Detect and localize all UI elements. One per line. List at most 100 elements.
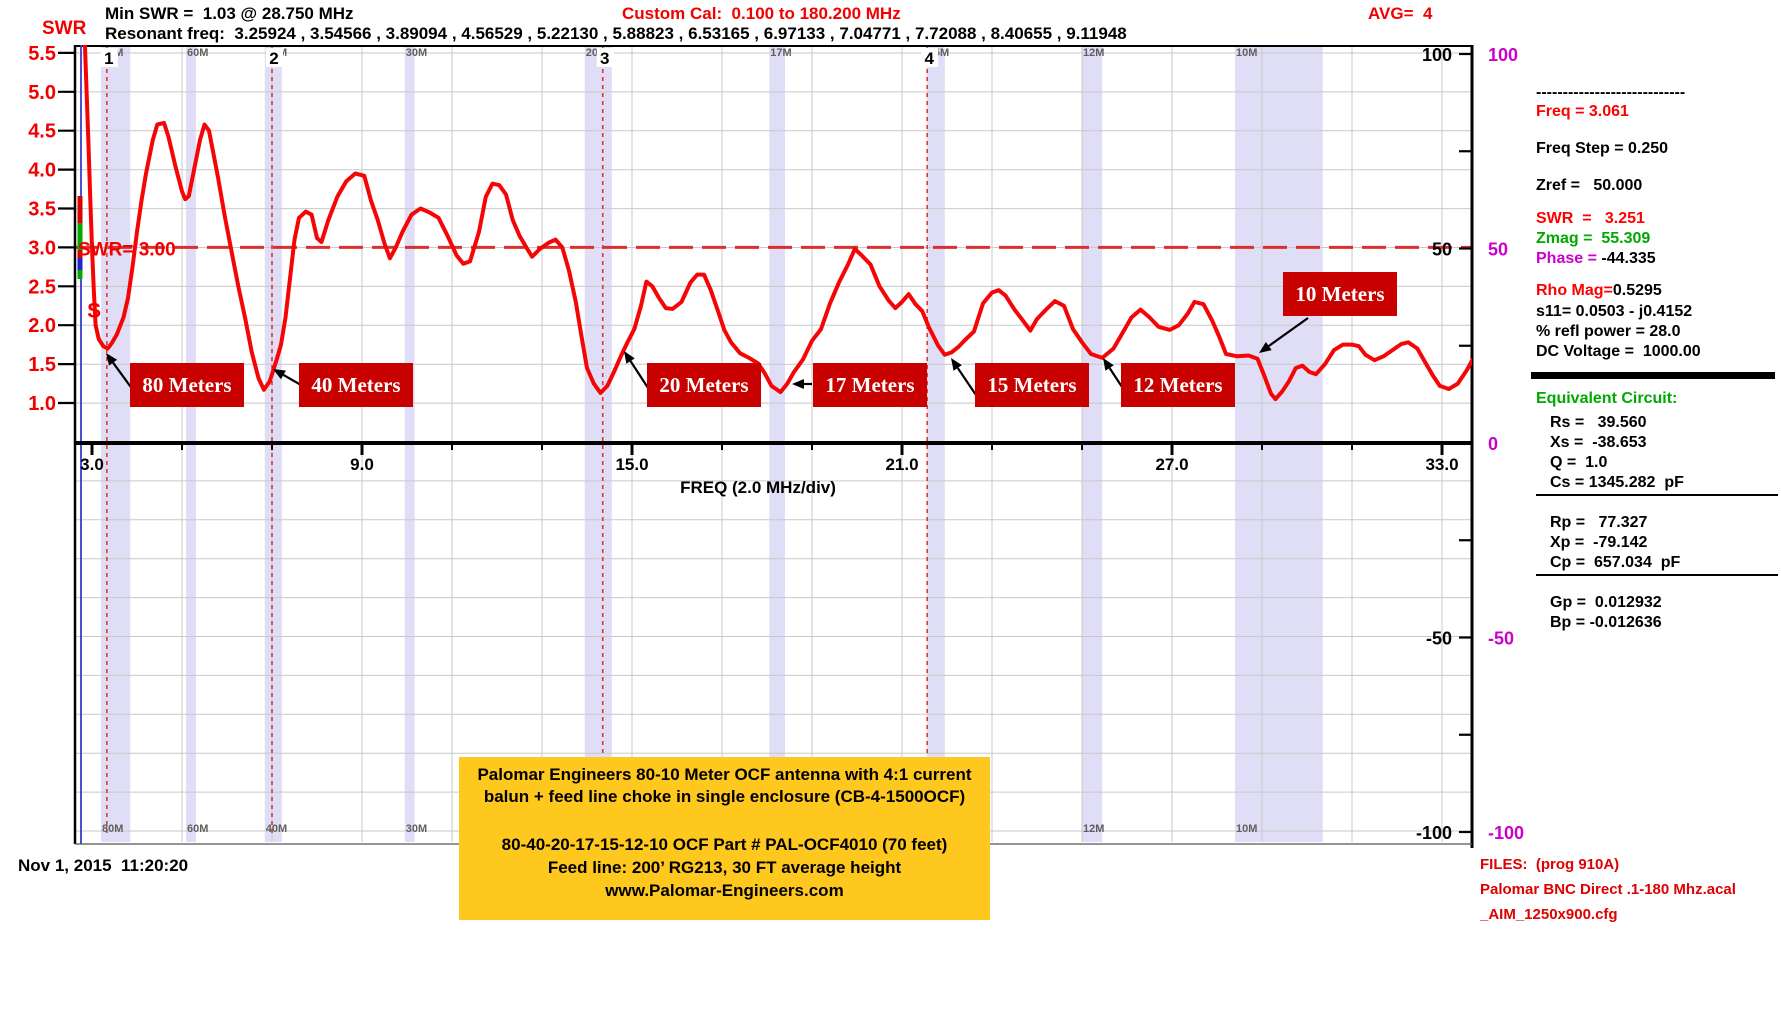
equivalent-circuit-line: Q = 1.0 [1550, 454, 1608, 471]
band-small-label-10M: 10M [1236, 823, 1257, 835]
marker-number-4: 4 [924, 49, 934, 68]
marker-number-3: 3 [600, 49, 609, 68]
band-small-label-12M: 12M [1083, 47, 1104, 59]
phase-axis-label: -100 [1488, 823, 1524, 843]
right-axis-label: 50 [1432, 240, 1452, 260]
callout-label: 80 Meters [142, 373, 231, 397]
freq-tick-label: 27.0 [1155, 455, 1188, 474]
readout-line: Freq = 3.061 [1536, 103, 1629, 120]
swr-tick-label: 1.5 [28, 354, 56, 376]
note-line-1: Palomar Engineers 80-10 Meter OCF antenn… [477, 765, 972, 784]
callout-box-40-meters [299, 363, 413, 407]
marker-number-1: 1 [104, 49, 113, 68]
axis-range-segment [77, 258, 83, 270]
callout-arrow-head [792, 379, 804, 389]
readout-line: Freq Step = 0.250 [1536, 140, 1669, 157]
right-axis-label: -100 [1416, 823, 1452, 843]
callout-arrow-head [273, 369, 286, 380]
freq-tick-label: 3.0 [80, 455, 104, 474]
band-small-label-30M: 30M [406, 823, 427, 835]
callout-arrow-head [624, 351, 635, 364]
callout-box-15-meters [975, 363, 1089, 407]
swr-tick-label: 2.0 [28, 315, 56, 337]
axis-range-segment [77, 223, 83, 250]
avg-readout: AVG= 4 [1368, 4, 1433, 23]
callout-box-80-meters [130, 363, 244, 407]
axis-range-segment [77, 196, 83, 223]
swr-tick-label: 5.5 [28, 43, 56, 65]
swr-axis-title: SWR [42, 18, 87, 39]
min-swr-readout: Min SWR = 1.03 @ 28.750 MHz [105, 4, 354, 23]
callout-label: 17 Meters [825, 373, 914, 397]
freq-tick-label: 33.0 [1425, 455, 1458, 474]
swr-tick-label: 1.0 [28, 393, 56, 415]
equivalent-circuit-title: Equivalent Circuit: [1536, 390, 1678, 407]
equivalent-circuit-line: Cp = 657.034 pF [1550, 554, 1681, 571]
note-line-4: Feed line: 200’ RG213, 30 FT average hei… [547, 858, 902, 877]
band-small-label-12M: 12M [1083, 823, 1104, 835]
marker-chip [921, 48, 939, 67]
swr-tick-label: 4.5 [28, 121, 56, 143]
right-axis-label: 100 [1422, 45, 1452, 65]
marker-chip [596, 48, 614, 67]
swr-tick-label: 3.5 [28, 199, 56, 221]
equivalent-circuit-line: Gp = 0.012932 [1550, 594, 1662, 611]
axis-range-segment [77, 270, 83, 279]
swr-tick-label: 2.5 [28, 276, 56, 298]
swr3-reference-label: SWR= 3.00 [78, 239, 176, 260]
phase-axis-label: 100 [1488, 45, 1518, 65]
callout-label: 12 Meters [1133, 373, 1222, 397]
callout-label: 15 Meters [987, 373, 1076, 397]
band-small-label-30M: 30M [406, 47, 427, 59]
freq-axis-title: FREQ (2.0 MHz/div) [680, 478, 836, 497]
band-small-label-17M: 17M [770, 47, 791, 59]
swr-curve [82, 45, 1472, 402]
equivalent-circuit-line: Rs = 39.560 [1550, 414, 1647, 431]
freq-tick-label: 15.0 [615, 455, 648, 474]
phase-axis-label: 50 [1488, 240, 1508, 260]
swr-tick-label: 4.0 [28, 160, 56, 182]
readout-line: Zref = 50.000 [1536, 177, 1643, 194]
phase-axis-label: 0 [1488, 434, 1498, 454]
band-small-label-80M: 80M [102, 823, 123, 835]
readout-line: Zmag = 55.309 [1536, 230, 1651, 247]
antenna-note-box: Palomar Engineers 80-10 Meter OCF antenn… [459, 757, 990, 920]
phase-axis-label: -50 [1488, 629, 1514, 649]
files-title: FILES: (prog 910A) [1480, 856, 1620, 873]
callout-box-20-meters [647, 363, 761, 407]
cursor-s-marker: S [87, 300, 101, 323]
callout-arrow-head [106, 353, 118, 366]
marker-chip [100, 48, 118, 67]
readout-line: % refl power = 28.0 [1536, 323, 1681, 340]
readout-line: Rho Mag=0.5295 [1536, 282, 1662, 299]
band-small-label-10M: 10M [1236, 47, 1257, 59]
band-small-label-40M: 40M [266, 823, 287, 835]
custom-cal-readout: Custom Cal: 0.100 to 180.200 MHz [622, 4, 901, 23]
equivalent-circuit-line: Xs = -38.653 [1550, 434, 1647, 451]
readout-line: s11= 0.0503 - j0.4152 [1536, 303, 1693, 320]
callout-arrow-head [951, 358, 962, 371]
files-cal-file: Palomar BNC Direct .1-180 Mhz.acal [1480, 881, 1736, 898]
callout-box-10-meters [1283, 272, 1397, 316]
files-cfg-file: _AIM_1250x900.cfg [1480, 906, 1618, 923]
callout-arrow-line [1268, 317, 1309, 347]
freq-tick-label: 21.0 [885, 455, 918, 474]
axis-range-segment [77, 250, 83, 258]
band-small-label-60M: 60M [187, 823, 208, 835]
note-line-5: www.Palomar-Engineers.com [605, 881, 844, 900]
callout-arrow-head [1259, 341, 1272, 353]
note-line-3: 80-40-20-17-15-12-10 OCF Part # PAL-OCF4… [501, 835, 948, 854]
callout-box-17-meters [813, 363, 927, 407]
note-line-2: balun + feed line choke in single enclos… [483, 787, 966, 806]
panel-underline [1536, 574, 1778, 576]
equivalent-circuit-line: Xp = -79.142 [1550, 534, 1648, 551]
swr-tick-label: 3.0 [28, 237, 56, 259]
callout-arrow-head [1103, 358, 1114, 371]
callout-label: 10 Meters [1295, 282, 1384, 306]
callout-arrow-line [282, 373, 302, 386]
date-stamp: Nov 1, 2015 11:20:20 [18, 856, 189, 875]
equivalent-circuit-line: Cs = 1345.282 pF [1550, 474, 1684, 491]
swr-tick-label: 5.0 [28, 82, 56, 104]
